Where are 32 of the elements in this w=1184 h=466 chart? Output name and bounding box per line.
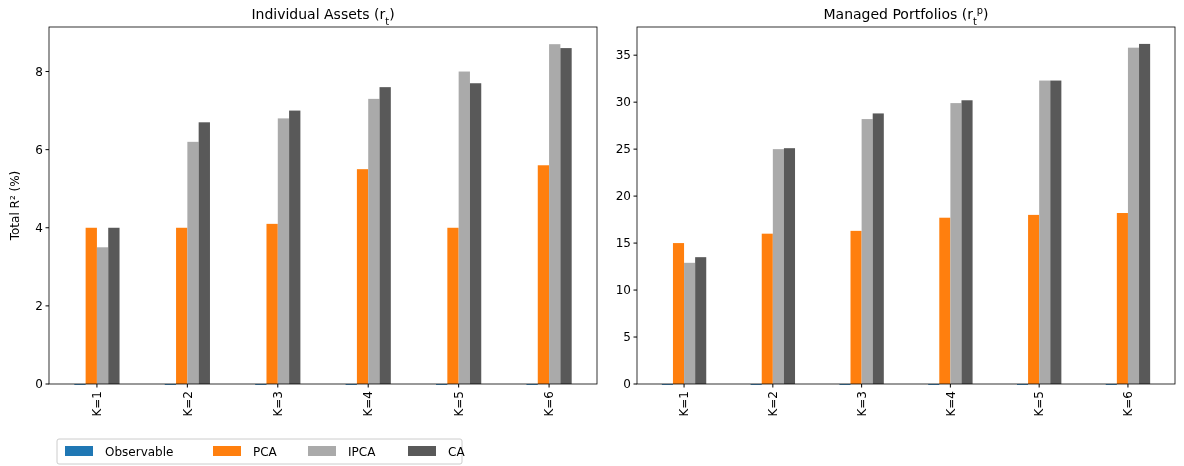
y-tick-label: 35 [615, 48, 631, 63]
legend-label: Observable [105, 445, 174, 460]
x-tick-label: K=4 [943, 391, 958, 417]
legend-label: PCA [253, 445, 278, 460]
y-tick-label: 20 [615, 189, 631, 204]
legend-label: IPCA [348, 445, 377, 460]
y-tick-label: 2 [35, 299, 43, 314]
y-tick-label: 0 [35, 377, 43, 392]
y-tick-label: 15 [615, 236, 631, 251]
y-tick-label: 25 [615, 142, 631, 157]
y-tick-label: 0 [623, 377, 631, 392]
y-tick-label: 6 [35, 142, 43, 157]
x-tick-label: K=2 [766, 391, 781, 417]
x-tick-label: K=3 [270, 391, 285, 417]
x-tick-label: K=5 [1032, 391, 1047, 417]
x-tick-label: K=1 [677, 391, 692, 417]
x-tick-label: K=6 [1121, 391, 1136, 417]
y-tick-label: 5 [623, 330, 631, 345]
y-tick-label: 10 [615, 283, 631, 298]
x-tick-label: K=5 [451, 391, 466, 417]
x-tick-label: K=1 [90, 391, 105, 417]
x-tick-label: K=3 [854, 391, 869, 417]
chart-title: Managed Portfolios (r$_{t}$$^{p}$) [823, 4, 989, 27]
y-axis-title: Total R² (%) [8, 170, 22, 242]
y-tick-label: 4 [35, 220, 43, 235]
x-tick-label: K=6 [542, 391, 557, 417]
y-tick-label: 8 [35, 64, 43, 79]
x-tick-label: K=2 [180, 391, 195, 417]
y-tick-label: 30 [615, 95, 631, 110]
legend-label: CA [448, 445, 466, 460]
chart-title: Individual Assets (r$_{t}$) [251, 6, 395, 27]
x-tick-label: K=4 [361, 391, 376, 417]
